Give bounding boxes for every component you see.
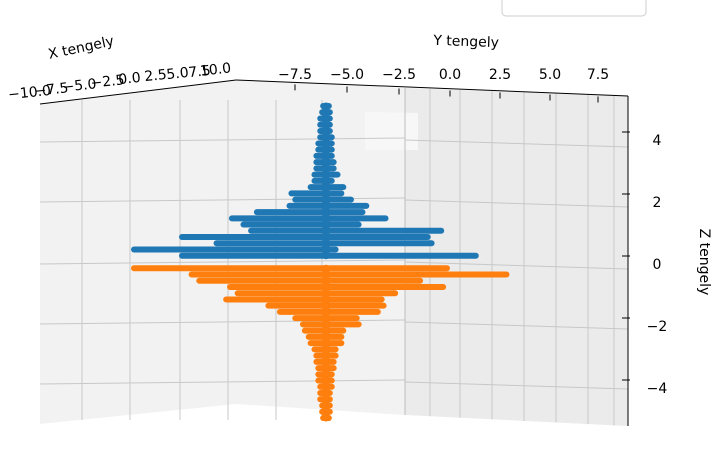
x-tick-label: −10.0	[7, 83, 51, 103]
y-tick-label: 5.0	[539, 67, 561, 83]
x-tick-label: 10.0	[199, 60, 232, 79]
y-tick-label: 0.0	[439, 67, 461, 83]
y-tick-label: 2.5	[489, 67, 511, 83]
x-axis-line	[39, 79, 237, 105]
grid-line-left-z	[39, 379, 406, 385]
x-axis-label: X tengely	[47, 33, 116, 63]
series-1	[131, 264, 510, 422]
pane-back-right	[405, 88, 628, 426]
x-tick-label: −2.5	[90, 72, 125, 91]
y-tick-label: −2.5	[382, 67, 416, 83]
x-tick-label: 5.0	[166, 65, 190, 83]
x-tick-label: 2.5	[144, 67, 168, 85]
y-axis-line	[235, 79, 629, 97]
x-tick-label: −7.5	[34, 80, 69, 99]
y-axis-label: Y tengely	[432, 33, 499, 51]
grid-line-right-z	[404, 199, 629, 208]
grid-line-left-z	[39, 259, 406, 265]
grid-line-left-z	[39, 137, 406, 143]
z-tick-label: −2	[647, 319, 668, 335]
grid-line-right-z	[404, 139, 629, 148]
x-tick-label: −5.0	[62, 76, 97, 95]
grid-line-right-z	[404, 381, 629, 390]
x-axis-ticks: −10.0−7.5−5.0−2.50.0 2.55.07.510.0	[7, 60, 232, 103]
y-tick-label: −5.0	[330, 67, 364, 83]
y-tick-label: −7.5	[278, 67, 312, 83]
series-0	[131, 102, 479, 260]
pane-inner-patch	[365, 112, 418, 150]
x-tick-label: 7.5	[188, 63, 212, 81]
y-tick-label: 7.5	[587, 67, 609, 83]
z-tick-label: 0	[653, 257, 662, 273]
y-axis-ticks: −7.5 −5.0 −2.5 0.0 2.5 5.0 7.5	[278, 67, 609, 103]
x-tick-label: 0.0	[118, 70, 142, 88]
legend-box	[501, 0, 647, 17]
grid-line-right-z	[404, 321, 629, 330]
series-layer	[131, 102, 510, 422]
grid-line-right-z	[404, 261, 629, 270]
z-axis-ticks: 4 2 0 −2 −4	[622, 131, 668, 397]
z-axis-label: Z tengely	[696, 229, 712, 296]
grid-lines	[39, 88, 629, 426]
z-tick-label: 2	[653, 195, 662, 211]
z-tick-label: 4	[653, 133, 662, 149]
z-tick-label: −4	[647, 381, 668, 397]
